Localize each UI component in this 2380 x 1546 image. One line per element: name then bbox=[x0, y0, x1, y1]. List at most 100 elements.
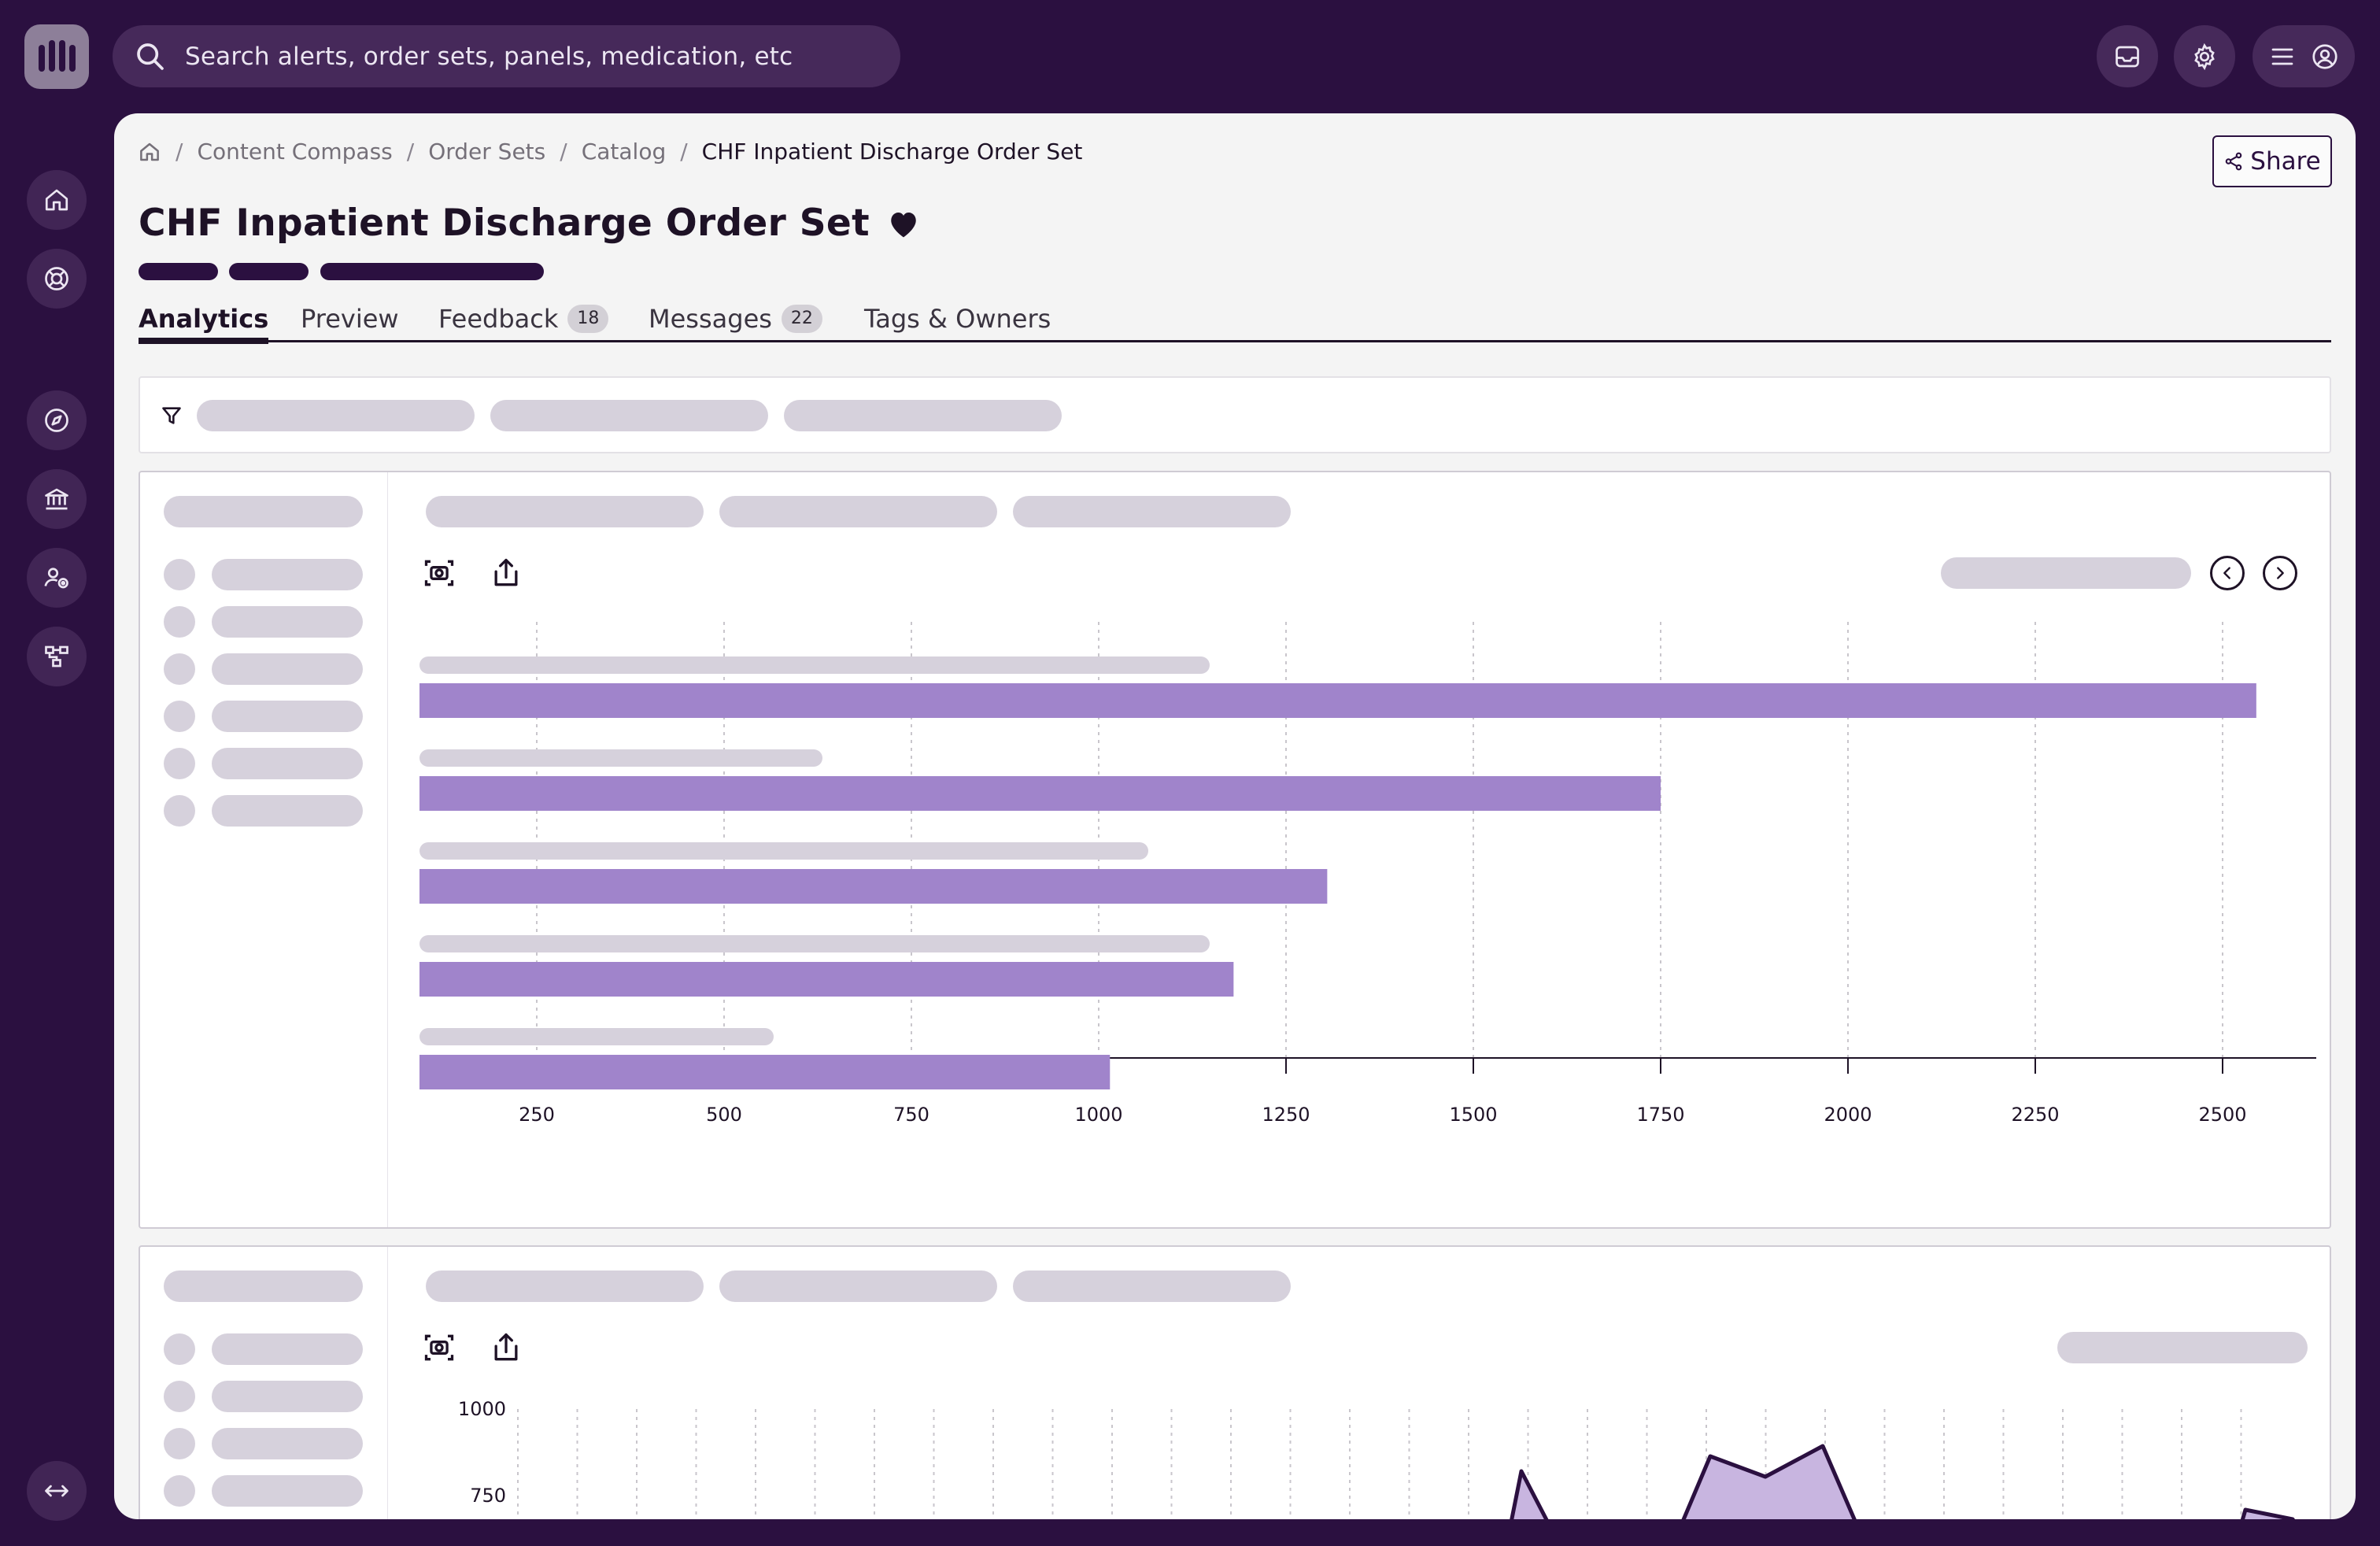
nav-home[interactable] bbox=[27, 170, 87, 230]
home-icon[interactable] bbox=[138, 140, 161, 164]
legend-item-placeholder[interactable] bbox=[212, 795, 363, 827]
tab-label: Analytics bbox=[139, 304, 269, 334]
export-icon[interactable] bbox=[489, 1330, 523, 1365]
screenshot-icon[interactable] bbox=[422, 1330, 456, 1365]
app-logo[interactable] bbox=[24, 24, 89, 89]
expand-icon bbox=[45, 1485, 68, 1497]
search-bar[interactable]: Search alerts, order sets, panels, medic… bbox=[113, 25, 900, 87]
nav-users[interactable] bbox=[27, 548, 87, 608]
tag-pill bbox=[229, 263, 309, 280]
share-label: Share bbox=[2250, 147, 2321, 176]
tab-label: Messages bbox=[649, 304, 772, 334]
legend-title-placeholder bbox=[164, 496, 363, 527]
search-input[interactable]: Search alerts, order sets, panels, medic… bbox=[185, 42, 793, 71]
bar-label-placeholder bbox=[419, 842, 1148, 860]
bar bbox=[419, 776, 1661, 811]
tab-label: Feedback bbox=[438, 304, 559, 334]
page-title-text: CHF Inpatient Discharge Order Set bbox=[139, 202, 870, 245]
filter-icon[interactable] bbox=[161, 405, 183, 427]
nav-explore[interactable] bbox=[27, 390, 87, 450]
legend-item-placeholder[interactable] bbox=[212, 1333, 363, 1365]
chart-header-placeholder bbox=[1013, 1270, 1291, 1302]
tab-bar: Analytics Preview Feedback 18 Messages 2… bbox=[139, 302, 2331, 344]
screenshot-icon[interactable] bbox=[422, 556, 456, 590]
legend-item-placeholder[interactable] bbox=[212, 653, 363, 685]
legend-column bbox=[140, 472, 388, 1227]
inbox-button[interactable] bbox=[2097, 25, 2158, 87]
bar bbox=[419, 869, 1328, 904]
legend-item-placeholder[interactable] bbox=[212, 748, 363, 779]
tab-messages[interactable]: Messages 22 bbox=[649, 302, 822, 335]
bar bbox=[419, 962, 1234, 997]
legend-item-placeholder[interactable] bbox=[212, 1475, 363, 1507]
gear-icon bbox=[2194, 43, 2215, 70]
account-menu-button[interactable] bbox=[2252, 25, 2355, 87]
bank-icon bbox=[45, 488, 68, 510]
count-badge: 22 bbox=[781, 305, 822, 333]
bar-label-placeholder bbox=[419, 656, 1210, 674]
legend-marker bbox=[164, 701, 195, 732]
nav-help[interactable] bbox=[27, 249, 87, 309]
chart-header-placeholder bbox=[1013, 496, 1291, 527]
tab-preview[interactable]: Preview bbox=[301, 302, 399, 335]
x-tick-label: 750 bbox=[893, 1104, 929, 1126]
heart-icon[interactable] bbox=[887, 208, 920, 239]
breadcrumb-separator: / bbox=[406, 139, 415, 165]
breadcrumb-separator: / bbox=[560, 139, 567, 165]
tab-feedback[interactable]: Feedback 18 bbox=[438, 302, 609, 335]
filter-chip-placeholder[interactable] bbox=[197, 400, 475, 431]
main-panel: / Content Compass / Order Sets / Catalog… bbox=[114, 113, 2356, 1519]
chevron-right-icon bbox=[2277, 567, 2284, 579]
breadcrumb-separator: / bbox=[680, 139, 688, 165]
export-icon[interactable] bbox=[489, 556, 523, 590]
chart-header-placeholder bbox=[426, 496, 704, 527]
nav-institution[interactable] bbox=[27, 469, 87, 529]
period-selector-placeholder[interactable] bbox=[1941, 557, 2191, 589]
period-selector-placeholder[interactable] bbox=[2057, 1332, 2308, 1363]
x-tick-label: 250 bbox=[519, 1104, 555, 1126]
filter-bar bbox=[139, 376, 2331, 453]
inbox-icon bbox=[2116, 46, 2139, 67]
bar-label-placeholder bbox=[419, 749, 822, 767]
legend-item-placeholder[interactable] bbox=[212, 606, 363, 638]
nav-expand[interactable] bbox=[27, 1461, 87, 1521]
page-title: CHF Inpatient Discharge Order Set bbox=[139, 202, 920, 245]
area-series-line bbox=[1510, 1469, 1549, 1519]
breadcrumb-catalog[interactable]: Catalog bbox=[581, 139, 667, 165]
users-settings-icon bbox=[44, 568, 68, 589]
legend-marker bbox=[164, 795, 195, 827]
legend-item-placeholder[interactable] bbox=[212, 559, 363, 590]
breadcrumb-order-sets[interactable]: Order Sets bbox=[428, 139, 546, 165]
next-button[interactable] bbox=[2263, 556, 2297, 590]
x-tick-label: 2500 bbox=[2198, 1104, 2246, 1126]
previous-button[interactable] bbox=[2210, 556, 2245, 590]
legend-marker bbox=[164, 653, 195, 685]
legend-marker bbox=[164, 1381, 195, 1412]
home-icon bbox=[45, 189, 68, 211]
legend-item-placeholder[interactable] bbox=[212, 1428, 363, 1459]
breadcrumb-content-compass[interactable]: Content Compass bbox=[197, 139, 393, 165]
area-series bbox=[1683, 1446, 1855, 1519]
tab-analytics[interactable]: Analytics bbox=[139, 302, 269, 344]
bar-label-placeholder bbox=[419, 935, 1210, 952]
legend-item-placeholder[interactable] bbox=[212, 1381, 363, 1412]
filter-chip-placeholder[interactable] bbox=[490, 400, 768, 431]
settings-button[interactable] bbox=[2174, 25, 2235, 87]
lifebuoy-icon bbox=[45, 267, 68, 290]
tab-tags-owners[interactable]: Tags & Owners bbox=[864, 302, 1051, 335]
x-tick-label: 500 bbox=[706, 1104, 742, 1126]
tag-pill bbox=[139, 263, 218, 280]
bar bbox=[419, 1055, 1111, 1089]
legend-item-placeholder[interactable] bbox=[212, 701, 363, 732]
tab-label: Preview bbox=[301, 304, 399, 334]
share-button[interactable]: Share bbox=[2212, 135, 2332, 187]
legend-marker bbox=[164, 559, 195, 590]
filter-chip-placeholder[interactable] bbox=[784, 400, 1062, 431]
compass-icon bbox=[45, 409, 68, 432]
x-tick-label: 2000 bbox=[1824, 1104, 1872, 1126]
tag-pill bbox=[320, 263, 544, 280]
nav-structure[interactable] bbox=[27, 627, 87, 686]
legend-column bbox=[140, 1247, 388, 1519]
breadcrumb-separator: / bbox=[176, 139, 183, 165]
hierarchy-icon bbox=[45, 645, 68, 668]
